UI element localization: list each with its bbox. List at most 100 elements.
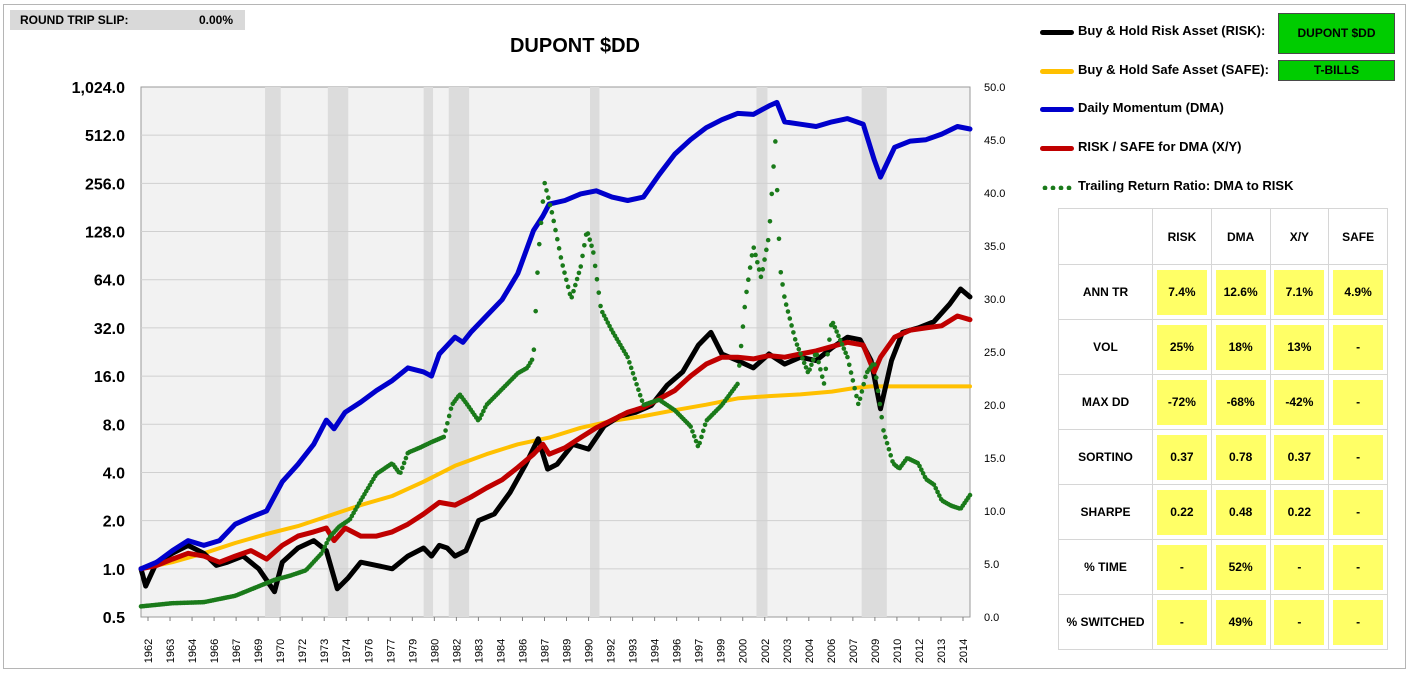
legend-risk-swatch — [1040, 30, 1074, 35]
ratio-point — [933, 485, 939, 491]
ratio-point — [841, 346, 847, 351]
stats-cell: -68% — [1215, 379, 1266, 425]
stats-row: VOL 25% 18% 13% - — [1057, 319, 1388, 375]
stats-cell: 7.4% — [1156, 269, 1207, 315]
ratio-point — [854, 393, 859, 399]
ratio-point — [881, 428, 886, 433]
ratio-point — [764, 247, 769, 253]
ratio-point — [702, 422, 708, 428]
ratio-point — [628, 365, 634, 371]
ratio-point — [688, 424, 693, 429]
ratio-point — [787, 316, 793, 321]
x-tick-label: 1967 — [231, 639, 243, 663]
ratio-point — [834, 329, 839, 334]
ratio-point — [580, 253, 585, 259]
ratio-point — [607, 323, 612, 329]
ratio-point — [773, 139, 778, 144]
ratio-point — [634, 381, 639, 387]
safe-series-line — [139, 384, 972, 571]
stats-cell: 0.37 — [1156, 434, 1207, 480]
ratio-point — [789, 323, 794, 328]
ratio-point — [603, 316, 609, 322]
ratio-point — [791, 330, 796, 335]
recession-band — [423, 87, 434, 617]
ratio-point — [536, 241, 542, 247]
ratio-point — [920, 471, 926, 476]
plot-area: 0.5 1.0 2.0 4.0 8.0 16.0 32.0 64.0 128.0 256.0 512… — [72, 80, 1006, 663]
ratio-point — [848, 370, 854, 375]
ratio-point — [827, 337, 832, 342]
legend-dma-swatch — [1040, 107, 1074, 112]
ratio-point — [632, 376, 638, 382]
stats-cell: 13% — [1274, 324, 1325, 370]
stats-cell: - — [1333, 489, 1384, 535]
ratio-point — [810, 357, 816, 363]
ratio-point — [762, 257, 767, 262]
ratio-point — [839, 342, 845, 347]
stats-cell: 0.78 — [1215, 434, 1266, 480]
ratio-point — [555, 236, 560, 242]
ratio-point — [919, 467, 924, 472]
stats-row: SHARPE 0.22 0.48 0.22 - — [1057, 484, 1388, 540]
legend-risk-label: Buy & Hold Risk Asset (RISK): — [1078, 23, 1266, 38]
ratio-point — [479, 412, 484, 418]
x-tick-label: 1997 — [694, 639, 706, 663]
stats-cell: - — [1333, 434, 1384, 480]
stats-cell: -42% — [1274, 379, 1325, 425]
stats-row-label: VOL — [1057, 319, 1154, 375]
ratio-point — [540, 199, 546, 204]
ratio-point — [843, 350, 848, 356]
ratio-point — [636, 387, 641, 393]
ratio-point — [931, 482, 937, 487]
ratio-point — [625, 354, 630, 360]
stats-header-row: RISK DMA X/Y SAFE — [1057, 208, 1388, 265]
ratio-point — [855, 401, 861, 407]
stats-row-label: ANN TR — [1057, 264, 1154, 320]
ratio-point — [850, 378, 856, 383]
y2-tick-label: 35.0 — [984, 241, 1005, 253]
ratio-point — [446, 413, 452, 419]
legend-xy-label: RISK / SAFE for DMA (X/Y) — [1078, 139, 1242, 154]
ratio-point — [594, 276, 600, 282]
dma-series-line — [138, 99, 973, 572]
y-tick-label: 16.0 — [94, 369, 125, 386]
ratio-point — [562, 270, 567, 275]
ratio-point — [796, 346, 802, 352]
ratio-point — [699, 434, 704, 440]
stats-row-label: MAX DD — [1057, 374, 1154, 430]
y-tick-label: 1,024.0 — [72, 80, 125, 97]
stats-cell: 0.22 — [1156, 489, 1207, 535]
x-tick-label: 1984 — [495, 639, 507, 663]
ratio-point — [832, 324, 838, 330]
ratio-point — [769, 191, 775, 197]
legend-safe-swatch — [1040, 69, 1074, 74]
ratio-point — [801, 360, 807, 366]
ratio-point — [549, 210, 555, 215]
ratio-point — [558, 255, 564, 260]
stats-row-label: SHARPE — [1057, 484, 1154, 540]
ratio-point — [809, 362, 814, 368]
ratio-point — [742, 304, 748, 310]
ratio-point — [845, 354, 850, 360]
ratio-point — [569, 294, 575, 300]
stats-col-header: DMA — [1210, 208, 1271, 265]
stats-row: % TIME - 52% - - — [1057, 539, 1388, 595]
ratio-point — [807, 367, 812, 372]
x-tick-label: 1962 — [143, 639, 155, 663]
ratio-point — [749, 253, 755, 258]
ratio-point — [573, 282, 578, 288]
ratio-point — [798, 351, 803, 357]
ratio-point — [771, 164, 776, 169]
ratio-point — [879, 414, 884, 420]
x-tick-label: 1992 — [606, 639, 618, 663]
x-tick-label: 2006 — [826, 639, 838, 663]
stats-row-label: % TIME — [1057, 539, 1154, 595]
ratio-point — [758, 274, 764, 280]
stats-cell: 0.48 — [1215, 489, 1266, 535]
ratio-point — [630, 371, 636, 376]
stats-table: RISK DMA X/Y SAFE ANN TR 7.4% 12.6% 7.1%… — [1057, 208, 1388, 650]
ratio-point — [751, 245, 757, 250]
x-tick-label: 1963 — [165, 639, 177, 663]
ratio-point — [823, 366, 829, 372]
x-tick-label: 1976 — [363, 639, 375, 663]
